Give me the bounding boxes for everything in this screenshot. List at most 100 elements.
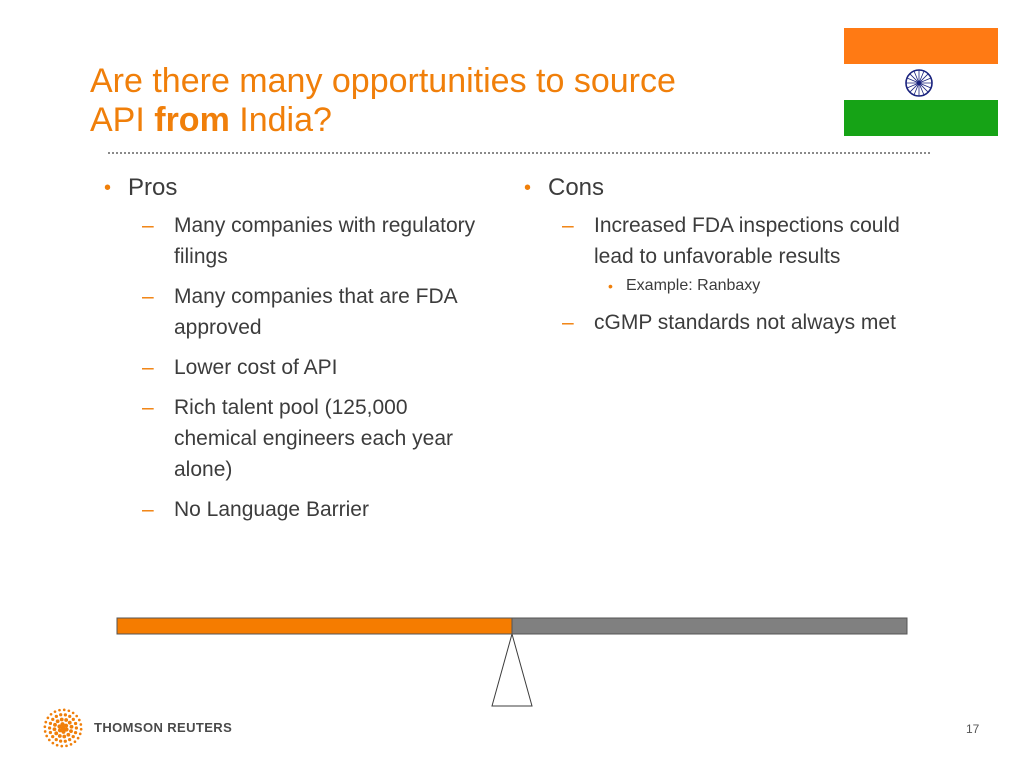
fulcrum-triangle xyxy=(491,632,533,707)
logo-dot xyxy=(71,735,75,739)
cons-subitem-text: Example: Ranbaxy xyxy=(626,277,761,294)
dash-bullet-icon: – xyxy=(142,396,154,419)
cons-item-text: cGMP standards not always met xyxy=(594,311,896,334)
logo-dot xyxy=(53,710,57,714)
bullet-icon: • xyxy=(608,278,613,294)
logo-dot xyxy=(78,732,82,736)
logo-dot xyxy=(63,723,69,728)
brand-name: THOMSON REUTERS xyxy=(94,720,233,735)
cons-column: • Cons – Increased FDA inspections could … xyxy=(520,172,920,347)
list-item: – Many companies that are FDA approved xyxy=(100,281,480,343)
list-item: • Example: Ranbaxy xyxy=(594,274,920,298)
logo-dot xyxy=(73,740,77,744)
logo-dot xyxy=(53,722,57,727)
pros-column: • Pros – Many companies with regulatory f… xyxy=(100,172,480,534)
dash-bullet-icon: – xyxy=(142,498,154,521)
pros-item-text: Lower cost of API xyxy=(174,356,338,379)
logo-dot xyxy=(73,721,78,726)
logo-dot xyxy=(60,744,64,748)
logo-dot xyxy=(68,737,72,742)
logo-dot xyxy=(61,729,66,734)
logo-dot xyxy=(48,730,53,735)
list-item: – No Language Barrier xyxy=(100,494,480,525)
logo-dot xyxy=(64,727,69,732)
cons-list: – Increased FDA inspections could lead to… xyxy=(520,210,920,338)
logo-dot xyxy=(52,727,57,732)
logo-dot xyxy=(54,714,58,719)
flag-saffron-band xyxy=(844,28,998,64)
logo-dot xyxy=(67,720,72,725)
cons-beam xyxy=(511,617,908,635)
logo-dot xyxy=(79,723,83,726)
title-divider xyxy=(108,152,930,154)
dash-bullet-icon: – xyxy=(142,356,154,379)
logo-dot xyxy=(57,734,62,738)
logo-dot xyxy=(47,738,51,742)
logo-dot xyxy=(47,726,52,730)
logo-dot xyxy=(58,708,61,712)
logo-dot xyxy=(49,712,53,716)
logo-dot xyxy=(51,741,55,745)
list-item: – Increased FDA inspections could lead to… xyxy=(520,210,920,298)
logo-dot xyxy=(60,722,65,727)
logo-dot xyxy=(62,734,67,739)
logo-dot xyxy=(71,717,75,722)
logo-dot xyxy=(45,734,49,738)
logo-dot xyxy=(71,711,75,715)
dash-bullet-icon: – xyxy=(562,311,574,334)
cons-heading-label: Cons xyxy=(548,174,605,201)
logo-dot xyxy=(67,709,71,713)
logo-dot xyxy=(51,734,55,739)
list-item: – Rich talent pool (125,000 chemical engi… xyxy=(100,392,480,485)
logo-dot xyxy=(46,716,50,720)
title-line-1: Are there many opportunities to source xyxy=(90,62,676,100)
cons-heading: • Cons xyxy=(520,172,920,204)
logo-dot xyxy=(43,730,47,733)
slide-title: Are there many opportunities to source A… xyxy=(90,62,810,140)
logo-dot xyxy=(65,744,68,748)
india-flag-icon xyxy=(844,28,998,136)
pros-list: – Many companies with regulatory filings … xyxy=(100,210,480,525)
logo-dot xyxy=(68,714,72,719)
pros-item-text: Many companies that are FDA approved xyxy=(174,285,457,339)
logo-dot xyxy=(62,708,66,712)
dash-bullet-icon: – xyxy=(562,214,574,237)
logo-dot xyxy=(69,724,74,729)
logo-dot xyxy=(74,726,79,730)
title-line-2-bold: from xyxy=(154,101,230,139)
pros-item-text: No Language Barrier xyxy=(174,498,369,521)
logo-dot xyxy=(69,742,73,746)
logo-dot xyxy=(76,736,80,740)
pros-beam xyxy=(116,617,513,635)
thomson-reuters-logo-icon xyxy=(43,708,83,748)
logo-dot xyxy=(43,725,47,729)
list-item: – Many companies with regulatory filings xyxy=(100,210,480,272)
logo-dot xyxy=(59,717,64,722)
cons-sublist: • Example: Ranbaxy xyxy=(594,274,920,298)
logo-dot xyxy=(59,739,63,743)
logo-dot xyxy=(44,720,48,724)
logo-dot xyxy=(77,718,81,722)
logo-dot xyxy=(59,713,63,717)
logo-dot xyxy=(73,731,78,735)
logo-dot xyxy=(51,717,55,721)
logo-dot xyxy=(79,727,83,731)
logo-dot xyxy=(57,728,63,733)
list-item: – Lower cost of API xyxy=(100,352,480,383)
logo-dot xyxy=(63,739,67,743)
pros-heading-label: Pros xyxy=(128,174,178,201)
pros-heading: • Pros xyxy=(100,172,480,204)
logo-dot xyxy=(48,721,53,725)
logo-dot xyxy=(75,714,79,718)
pros-item-text: Rich talent pool (125,000 chemical engin… xyxy=(174,396,453,481)
logo-dot xyxy=(57,724,62,729)
list-item: – cGMP standards not always met xyxy=(520,307,920,338)
logo-dot xyxy=(69,729,73,734)
logo-dot xyxy=(63,713,67,717)
page-number: 17 xyxy=(966,722,980,736)
ashoka-chakra-icon xyxy=(905,69,933,97)
logo-dot xyxy=(64,718,69,722)
dash-bullet-icon: – xyxy=(142,285,154,308)
logo-dot xyxy=(54,731,59,736)
bullet-icon: • xyxy=(104,177,112,199)
